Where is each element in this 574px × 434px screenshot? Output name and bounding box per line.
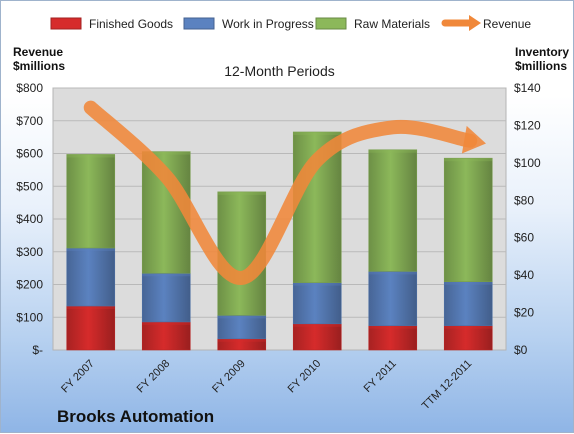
left-axis-title: $millions: [13, 59, 65, 73]
left-tick-label: $100: [16, 310, 43, 324]
bar-segment: [66, 305, 116, 351]
left-tick-label: $-: [32, 343, 43, 357]
legend-swatch: [50, 17, 82, 30]
bar-segment: [66, 247, 116, 307]
category-label: FY 2007: [59, 358, 97, 396]
bar-highlight: [66, 306, 115, 310]
bar-segment: [443, 325, 493, 351]
bar-highlight: [217, 338, 266, 342]
left-tick-label: $800: [16, 81, 43, 95]
legend-label: Revenue: [483, 17, 531, 31]
bar-segment: [368, 149, 418, 272]
bar-highlight: [66, 154, 115, 158]
bar-segment: [368, 271, 418, 326]
category-label: FY 2011: [362, 358, 399, 395]
category-label: FY 2010: [286, 358, 324, 396]
bar-highlight: [293, 323, 342, 327]
legend-swatch: [315, 17, 347, 30]
bar-highlight: [142, 273, 191, 277]
revenue-line: [83, 100, 478, 285]
left-tick-label: $200: [16, 278, 43, 292]
right-tick-label: $120: [514, 118, 541, 132]
bar-highlight: [142, 151, 191, 155]
bar-segment: [368, 325, 418, 351]
right-tick-label: $100: [514, 156, 541, 170]
right-tick-label: $80: [514, 193, 534, 207]
bar-segment: [443, 281, 493, 326]
bar-highlight: [293, 131, 342, 135]
bar-highlight: [368, 149, 417, 153]
legend-label: Work in Progress: [222, 17, 314, 31]
right-tick-label: $20: [514, 306, 534, 320]
bar-highlight: [217, 315, 266, 319]
right-axis-title: Inventory: [515, 45, 569, 59]
legend-label: Raw Materials: [354, 17, 430, 31]
legend-arrowhead: [469, 15, 481, 31]
bar-highlight: [66, 248, 115, 252]
bar-segment: [217, 315, 267, 340]
bar-highlight: [142, 321, 191, 325]
bar-highlight: [368, 271, 417, 275]
right-tick-label: $0: [514, 343, 528, 357]
legend-label: Finished Goods: [89, 17, 173, 31]
left-axis-title: Revenue: [13, 45, 63, 59]
left-tick-label: $700: [16, 114, 43, 128]
category-label: FY 2008: [135, 358, 173, 396]
category-label: TTM 12-2011: [420, 358, 475, 413]
bar-highlight: [444, 325, 493, 329]
bar-highlight: [368, 325, 417, 329]
right-tick-label: $40: [514, 268, 534, 282]
left-tick-label: $300: [16, 245, 43, 259]
right-tick-label: $60: [514, 231, 534, 245]
bar-segment: [141, 321, 191, 351]
company-name: Brooks Automation: [57, 407, 215, 426]
left-tick-label: $500: [16, 179, 43, 193]
chart-subtitle: 12-Month Periods: [224, 63, 335, 79]
left-tick-label: $400: [16, 212, 43, 226]
bar-segment: [141, 272, 191, 323]
bar-segment: [66, 154, 116, 249]
legend-swatch: [183, 17, 215, 30]
bar-highlight: [217, 191, 266, 195]
left-tick-label: $600: [16, 147, 43, 161]
bar-segment: [292, 282, 342, 325]
bar-highlight: [444, 158, 493, 162]
category-label: FY 2009: [210, 358, 248, 396]
right-axis-title: $millions: [515, 59, 567, 73]
bar-highlight: [444, 281, 493, 285]
bar-segment: [443, 157, 493, 282]
bar-highlight: [293, 282, 342, 286]
revenue-arrowhead: [461, 125, 486, 154]
bar-segment: [292, 323, 342, 351]
right-tick-label: $140: [514, 81, 541, 95]
